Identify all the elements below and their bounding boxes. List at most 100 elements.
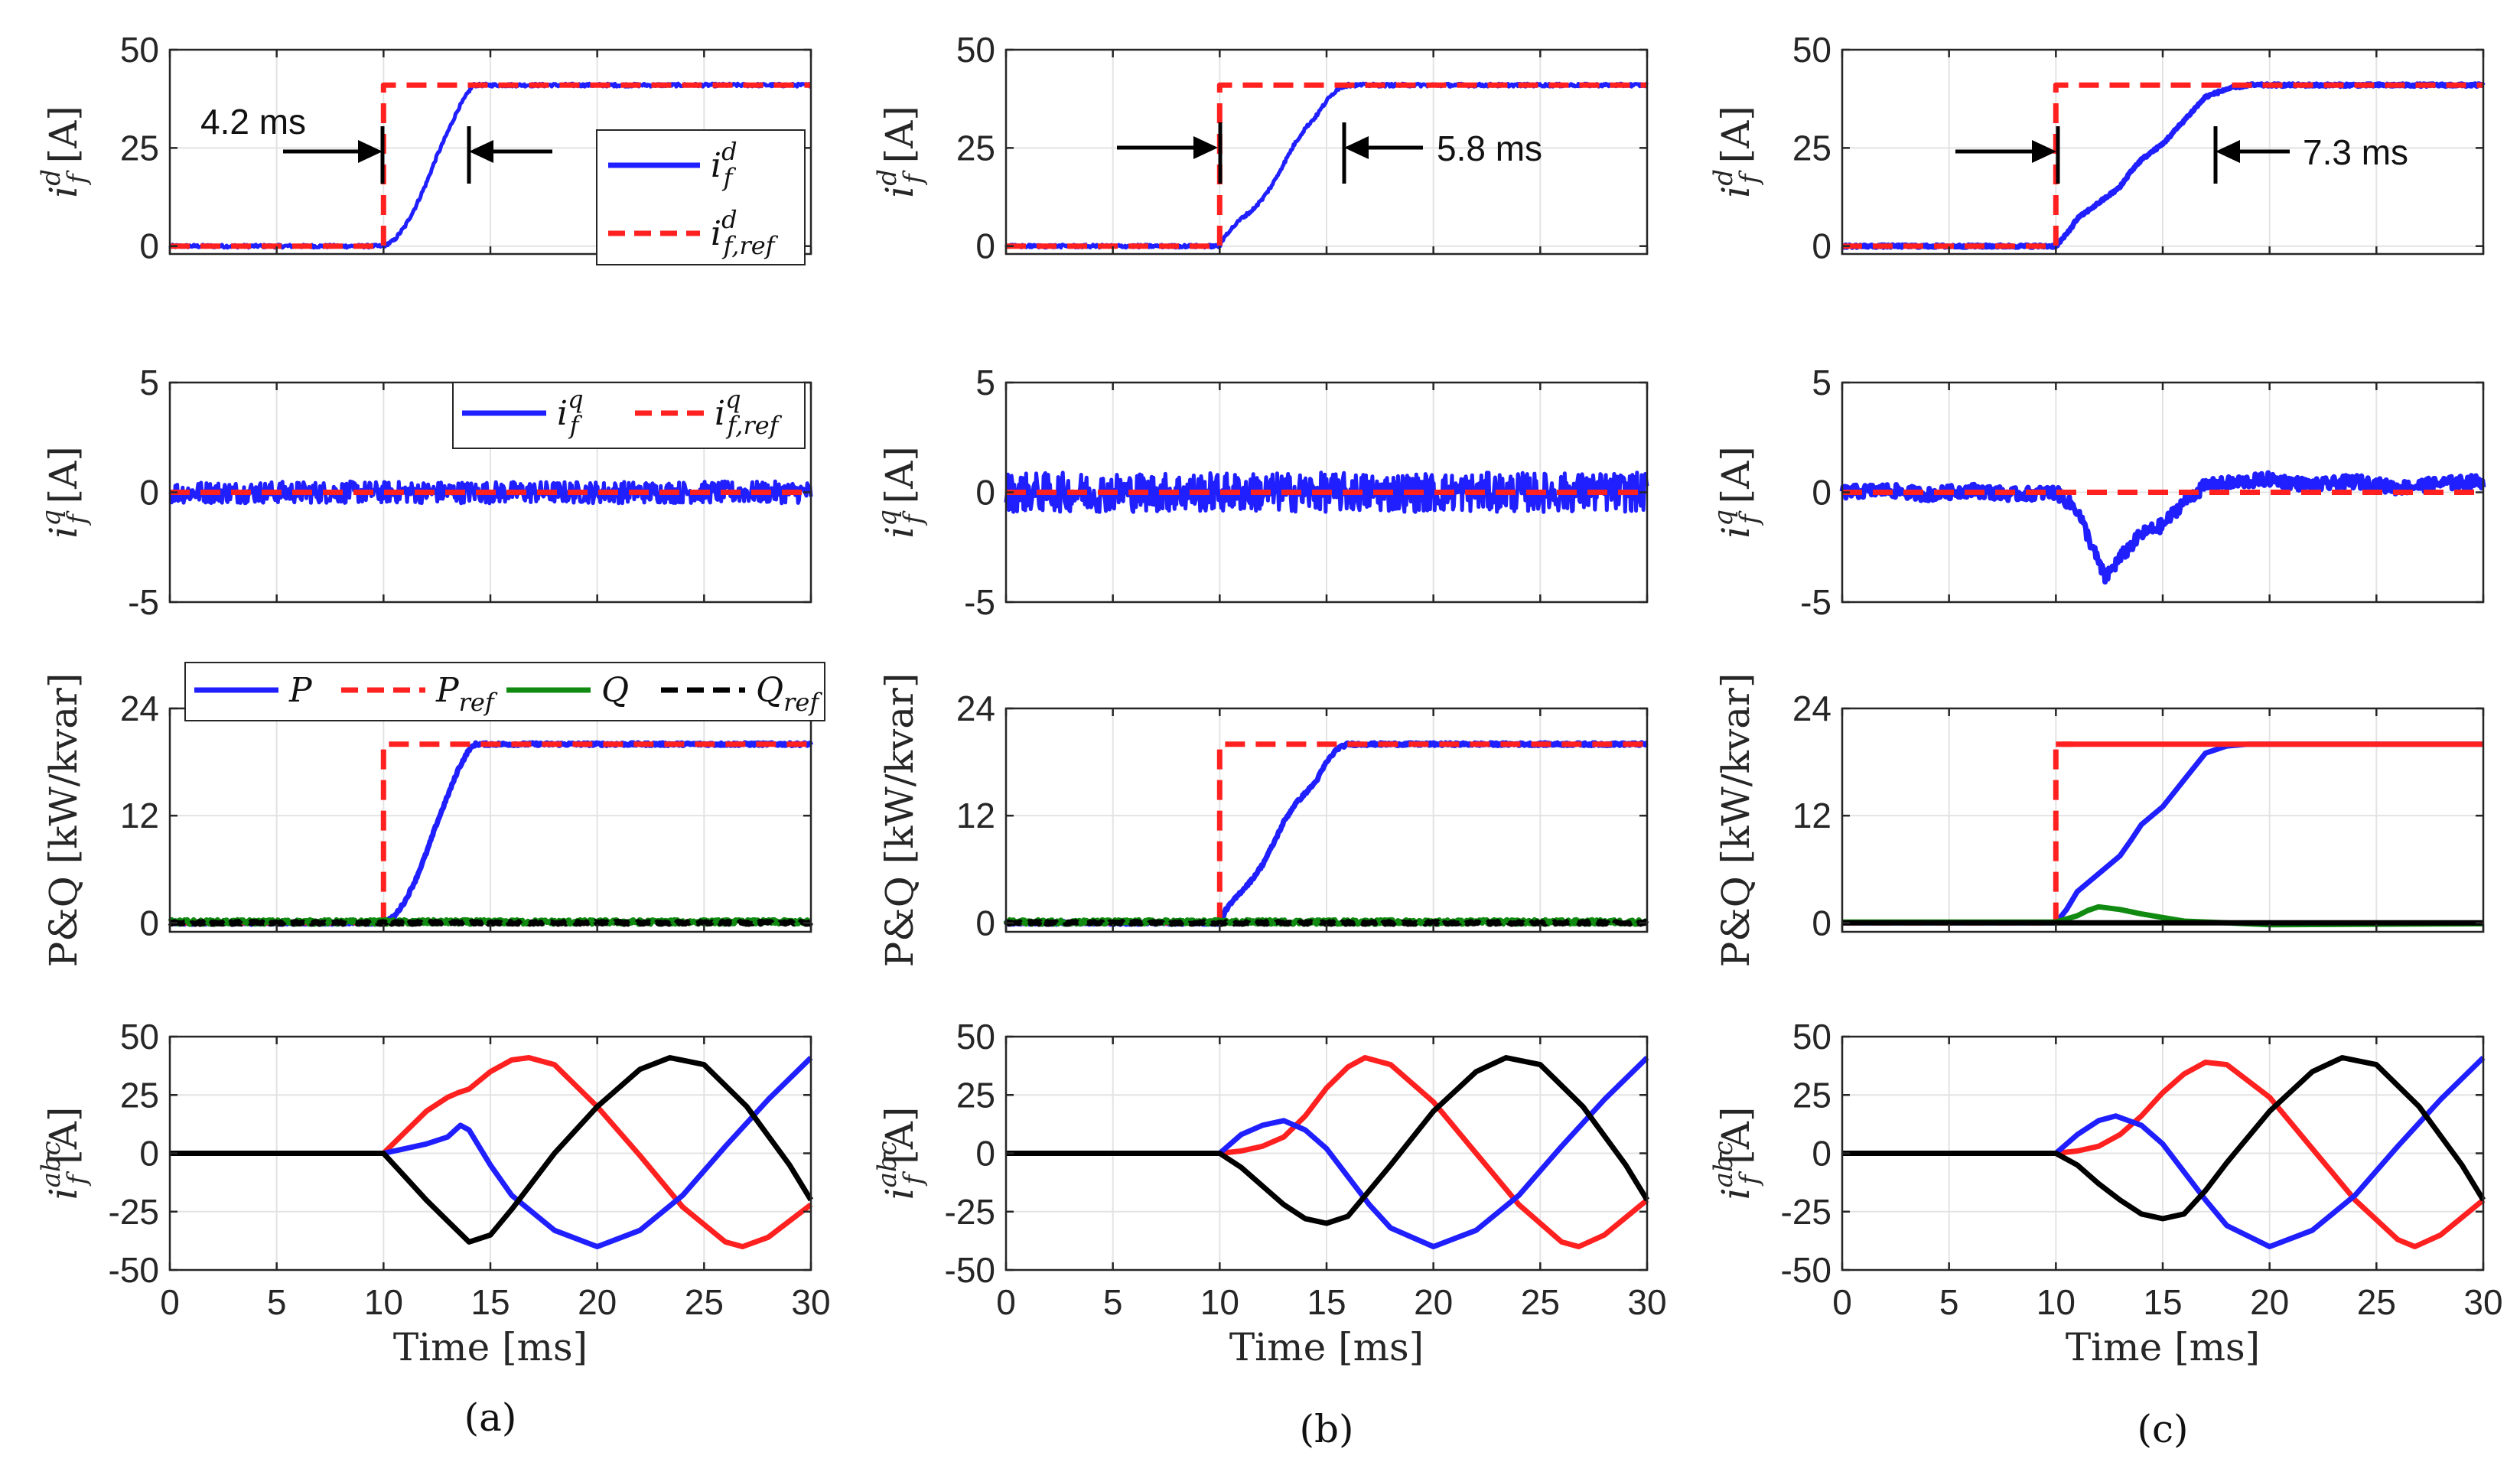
y-tick-label: 5: [139, 363, 159, 402]
series-red-line: [1842, 1060, 2486, 1249]
y-axis-label-text: P&Q [kW/kvar]: [877, 673, 922, 968]
y-tick-label: 0: [139, 1134, 159, 1174]
x-tick-label: 25: [1521, 1282, 1560, 1322]
y-tick-label: 0: [1812, 903, 1831, 943]
series-blue-line: [170, 1056, 813, 1249]
arrow-head: [2032, 140, 2056, 163]
y-tick-label: 0: [139, 473, 159, 513]
panel-3-row-1: 0 25 50 idf[A]: [1708, 30, 2486, 266]
y-axis-label: iqf[A]: [36, 446, 93, 538]
y-axis-label: iabcf[A]: [1708, 1107, 1765, 1200]
panel-1-row-4: -50 -25 0 25 50 0 5 10 15 20 25 30 iabcf[A] Time [ms]: [36, 1017, 831, 1369]
legend-label: iq f,ref: [715, 385, 783, 440]
rise-time-annotation-3: 7.3 ms: [1955, 126, 2408, 184]
x-tick-label: 5: [1939, 1282, 1959, 1322]
x-tick-label: 10: [364, 1282, 403, 1322]
panel-2-row-2: -5 0 5 iqf[A]: [872, 363, 1649, 622]
y-tick-label: 24: [956, 689, 995, 728]
y-tick-label: 0: [139, 226, 159, 266]
series-red-line: [170, 1055, 813, 1249]
arrow-head: [1344, 136, 1369, 159]
y-tick-label: 0: [975, 1134, 995, 1174]
y-tick-label: 50: [956, 1017, 995, 1057]
legend-box: [596, 129, 806, 265]
x-axis-label: Time [ms]: [393, 1325, 588, 1369]
x-tick-label: 15: [470, 1282, 510, 1322]
y-axis-label: iabcf[A]: [872, 1107, 929, 1200]
y-tick-label: 25: [120, 128, 159, 168]
y-tick-label: -25: [1781, 1192, 1831, 1232]
x-tick-label: 20: [1414, 1282, 1453, 1322]
y-tick-label: -5: [1800, 582, 1831, 622]
subfigure-label: (b): [1299, 1407, 1353, 1451]
series-black-line: [170, 1055, 813, 1245]
panel-3-row-4: -50 -25 0 25 50 0 5 10 15 20 25 30 iabcf[A] Time [ms]: [1708, 1017, 2503, 1369]
y-tick-label: 25: [120, 1075, 159, 1115]
y-tick-label: 5: [1812, 363, 1831, 402]
x-tick-label: 5: [267, 1282, 287, 1322]
y-axis-label: idf[A]: [872, 106, 929, 197]
y-tick-label: 12: [956, 796, 995, 835]
y-axis-label-text: iqf[A]: [36, 446, 93, 538]
legend-pq: P Pref Q Qref: [184, 662, 825, 721]
y-tick-label: 0: [975, 473, 995, 513]
y-axis-label-text: iqf[A]: [1708, 446, 1765, 538]
x-tick-label: 25: [2357, 1282, 2396, 1322]
x-tick-label: 5: [1103, 1282, 1123, 1322]
y-axis-label-text: idf[A]: [872, 106, 929, 197]
y-axis-label: P&Q [kW/kvar]: [41, 673, 86, 968]
y-tick-label: 50: [120, 30, 159, 70]
arrow-head: [469, 140, 493, 163]
series-black-line: [1006, 1055, 1649, 1226]
y-tick-label: 0: [1812, 473, 1831, 513]
y-tick-label: -5: [964, 582, 995, 622]
y-tick-label: 0: [1812, 226, 1831, 266]
y-axis-label-text: idf[A]: [1708, 106, 1765, 197]
subfigure-label: (c): [2137, 1407, 2188, 1451]
series-blue-line: [1006, 1056, 1649, 1249]
y-axis-label-text: iabcf[A]: [1708, 1107, 1765, 1200]
x-tick-label: 20: [2250, 1282, 2289, 1322]
y-tick-label: 24: [120, 689, 159, 728]
x-tick-label: 0: [996, 1282, 1016, 1322]
panel-3-row-3: 0 12 24 P&Q [kW/kvar]: [1714, 673, 2485, 968]
y-tick-label: -5: [128, 582, 159, 622]
legend-iq: iq f iq f,ref: [452, 382, 806, 449]
x-tick-label: 30: [791, 1282, 830, 1322]
y-tick-label: -50: [109, 1250, 159, 1290]
y-tick-label: 25: [956, 128, 995, 168]
x-tick-label: 20: [578, 1282, 617, 1322]
legend-label: Q: [601, 671, 629, 710]
panel-2-row-1: 0 25 50 idf[A]: [872, 30, 1649, 266]
series-black-line: [168, 919, 814, 927]
y-tick-label: 0: [975, 226, 995, 266]
legend-label: id f,ref: [711, 205, 779, 260]
arrow-head: [358, 140, 383, 163]
y-axis-label: iabcf[A]: [36, 1107, 93, 1200]
legend-id: id fid f,ref: [596, 129, 806, 265]
y-axis-label-text: P&Q [kW/kvar]: [41, 673, 86, 968]
y-tick-label: -25: [109, 1192, 159, 1232]
y-axis-label: idf[A]: [1708, 106, 1765, 197]
y-tick-label: 50: [120, 1017, 159, 1057]
y-axis-label: iqf[A]: [1708, 446, 1765, 538]
y-tick-label: 5: [975, 363, 995, 402]
y-axis-label: iqf[A]: [872, 446, 929, 538]
y-axis-label-text: idf[A]: [36, 106, 93, 197]
arrow-head: [1193, 136, 1218, 159]
x-tick-label: 30: [1627, 1282, 1666, 1322]
y-tick-label: 12: [120, 796, 159, 835]
legend-label: P: [288, 671, 313, 710]
y-tick-label: 24: [1792, 689, 1831, 728]
y-axis-label: P&Q [kW/kvar]: [1714, 673, 1758, 968]
x-tick-label: 10: [2037, 1282, 2076, 1322]
y-axis-label: P&Q [kW/kvar]: [877, 673, 922, 968]
x-tick-label: 15: [2143, 1282, 2182, 1322]
panel-3-row-2: -5 0 5 iqf[A]: [1708, 363, 2486, 622]
x-tick-label: 10: [1200, 1282, 1239, 1322]
y-tick-label: 12: [1792, 796, 1831, 835]
x-axis-label: Time [ms]: [2066, 1325, 2260, 1369]
y-tick-label: 25: [956, 1075, 995, 1115]
y-tick-label: 25: [1792, 128, 1831, 168]
